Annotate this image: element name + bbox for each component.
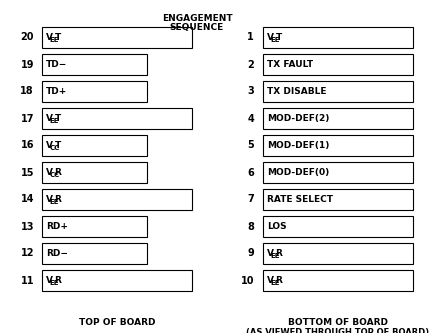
Text: TD+: TD+: [46, 87, 67, 96]
FancyBboxPatch shape: [263, 54, 413, 75]
FancyBboxPatch shape: [42, 81, 147, 102]
Text: TX DISABLE: TX DISABLE: [267, 87, 326, 96]
FancyBboxPatch shape: [42, 270, 192, 291]
Text: V: V: [46, 195, 53, 204]
Text: EE: EE: [270, 280, 280, 286]
Text: V: V: [46, 33, 53, 42]
Text: R: R: [54, 195, 61, 204]
FancyBboxPatch shape: [263, 108, 413, 129]
Text: V: V: [46, 114, 53, 123]
Text: 10: 10: [241, 275, 254, 285]
Text: 8: 8: [247, 221, 254, 231]
Text: 13: 13: [21, 221, 34, 231]
Text: R: R: [275, 276, 282, 285]
FancyBboxPatch shape: [42, 108, 192, 129]
FancyBboxPatch shape: [263, 135, 413, 156]
Text: T: T: [275, 33, 282, 42]
FancyBboxPatch shape: [42, 54, 147, 75]
FancyBboxPatch shape: [263, 162, 413, 183]
Text: CC: CC: [49, 172, 60, 178]
Text: R: R: [275, 249, 282, 258]
Text: 2: 2: [247, 60, 254, 70]
Text: 12: 12: [21, 248, 34, 258]
Text: 4: 4: [247, 114, 254, 124]
FancyBboxPatch shape: [42, 135, 147, 156]
Text: V: V: [46, 276, 53, 285]
Text: 17: 17: [21, 114, 34, 124]
Text: 1: 1: [247, 33, 254, 43]
Text: 15: 15: [21, 167, 34, 177]
Text: 16: 16: [21, 141, 34, 151]
Text: (AS VIEWED THROUGH TOP OF BOARD): (AS VIEWED THROUGH TOP OF BOARD): [246, 328, 429, 333]
Text: 5: 5: [247, 141, 254, 151]
FancyBboxPatch shape: [42, 189, 192, 210]
FancyBboxPatch shape: [263, 189, 413, 210]
Text: TX FAULT: TX FAULT: [267, 60, 313, 69]
Text: V: V: [46, 168, 53, 177]
Text: V: V: [46, 141, 53, 150]
Text: MOD-DEF(0): MOD-DEF(0): [267, 168, 329, 177]
FancyBboxPatch shape: [42, 243, 147, 264]
Text: 20: 20: [21, 33, 34, 43]
Text: EE: EE: [49, 118, 59, 124]
Text: BOTTOM OF BOARD: BOTTOM OF BOARD: [288, 318, 388, 327]
Text: T: T: [54, 141, 61, 150]
Text: RD−: RD−: [46, 249, 68, 258]
FancyBboxPatch shape: [263, 27, 413, 48]
Text: T: T: [54, 114, 61, 123]
Text: 3: 3: [247, 87, 254, 97]
Text: TOP OF BOARD: TOP OF BOARD: [79, 318, 155, 327]
FancyBboxPatch shape: [263, 81, 413, 102]
Text: ENGAGEMENT: ENGAGEMENT: [162, 14, 233, 23]
Text: R: R: [54, 168, 61, 177]
Text: EE: EE: [270, 37, 280, 43]
Text: R: R: [54, 276, 61, 285]
Text: MOD-DEF(1): MOD-DEF(1): [267, 141, 329, 150]
Text: EE: EE: [49, 280, 59, 286]
Text: EE: EE: [49, 37, 59, 43]
Text: SEQUENCE: SEQUENCE: [170, 23, 224, 32]
FancyBboxPatch shape: [263, 216, 413, 237]
Text: 19: 19: [21, 60, 34, 70]
Text: V: V: [267, 33, 274, 42]
Text: EE: EE: [270, 253, 280, 259]
Text: 9: 9: [247, 248, 254, 258]
Text: 18: 18: [20, 87, 34, 97]
Text: TD−: TD−: [46, 60, 67, 69]
FancyBboxPatch shape: [42, 162, 147, 183]
Text: LOS: LOS: [267, 222, 287, 231]
FancyBboxPatch shape: [263, 243, 413, 264]
Text: V: V: [267, 276, 274, 285]
Text: RD+: RD+: [46, 222, 68, 231]
Text: V: V: [267, 249, 274, 258]
Text: MOD-DEF(2): MOD-DEF(2): [267, 114, 329, 123]
FancyBboxPatch shape: [42, 27, 192, 48]
Text: 11: 11: [21, 275, 34, 285]
FancyBboxPatch shape: [263, 270, 413, 291]
Text: RATE SELECT: RATE SELECT: [267, 195, 333, 204]
Text: 14: 14: [21, 194, 34, 204]
Text: EE: EE: [49, 199, 59, 205]
Text: 6: 6: [247, 167, 254, 177]
Text: T: T: [54, 33, 61, 42]
Text: 7: 7: [247, 194, 254, 204]
FancyBboxPatch shape: [42, 216, 147, 237]
Text: CC: CC: [49, 145, 60, 151]
